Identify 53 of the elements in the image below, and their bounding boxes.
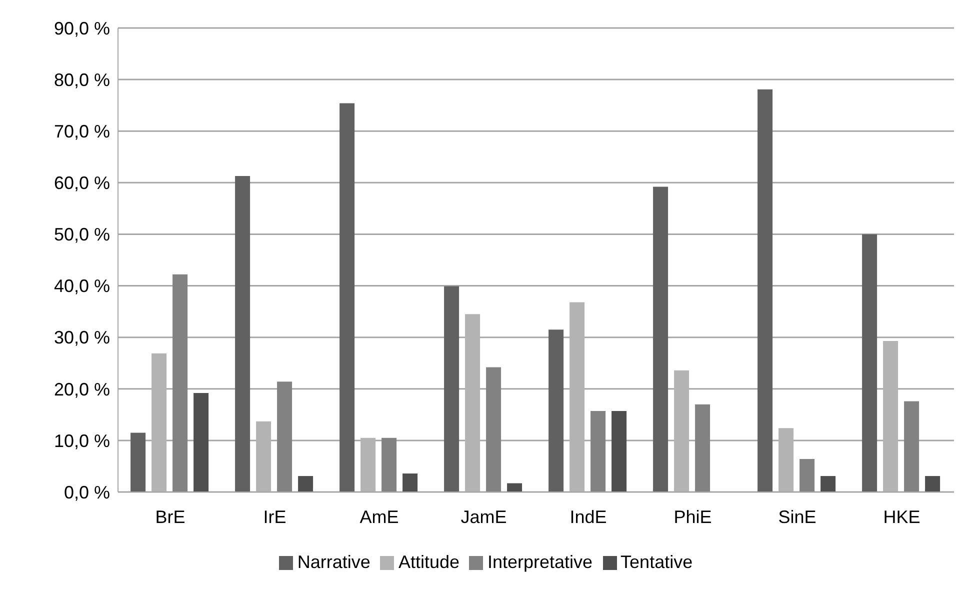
bar: [194, 393, 209, 492]
legend-label: Interpretative: [487, 552, 593, 572]
y-tick-label: 50,0 %: [54, 224, 110, 245]
bar: [674, 370, 690, 492]
y-tick-label: 20,0 %: [54, 379, 110, 400]
y-tick-label: 60,0 %: [54, 173, 110, 194]
bar: [402, 473, 418, 492]
bar: [820, 476, 836, 492]
bar: [360, 438, 376, 492]
bar: [507, 483, 522, 492]
bar: [465, 314, 480, 492]
bar: [172, 274, 188, 492]
bar: [152, 353, 167, 492]
bar: [612, 411, 627, 492]
x-tick-label: PhiE: [674, 506, 712, 527]
bar: [486, 367, 502, 492]
bar: [548, 330, 564, 492]
x-tick-label: BrE: [155, 506, 186, 527]
x-tick-label: SinE: [778, 506, 816, 527]
y-tick-label: 10,0 %: [54, 430, 110, 451]
bar: [695, 404, 710, 492]
bar: [590, 411, 606, 492]
bar: [862, 234, 878, 492]
y-tick-label: 40,0 %: [54, 276, 110, 296]
bar: [758, 89, 773, 492]
y-tick-label: 0,0 %: [64, 482, 110, 502]
x-tick-label: IrE: [263, 506, 286, 527]
bar: [883, 340, 898, 492]
legend-label: Attitude: [398, 552, 460, 572]
x-tick-label: JamE: [460, 506, 507, 527]
y-tick-label: 80,0 %: [54, 70, 110, 90]
bar: [256, 421, 272, 492]
bar: [653, 186, 668, 492]
legend-label: Tentative: [620, 552, 693, 572]
bar: [235, 176, 250, 492]
bar: [444, 286, 460, 492]
y-tick-label: 70,0 %: [54, 122, 110, 142]
bar: [570, 302, 585, 492]
y-tick-label: 90,0 %: [54, 18, 110, 38]
x-tick-label: IndE: [570, 506, 607, 527]
bar: [800, 459, 815, 492]
bar: [925, 476, 940, 492]
bar: [382, 438, 397, 492]
bar: [277, 382, 292, 492]
bar: [298, 476, 314, 492]
bar: [904, 401, 920, 492]
x-tick-label: AmE: [360, 506, 399, 527]
x-tick-label: HKE: [883, 506, 920, 527]
legend-label: Narrative: [297, 552, 370, 572]
bar: [778, 428, 794, 492]
y-tick-label: 30,0 %: [54, 328, 110, 348]
bar: [340, 103, 355, 492]
bar: [130, 432, 146, 492]
